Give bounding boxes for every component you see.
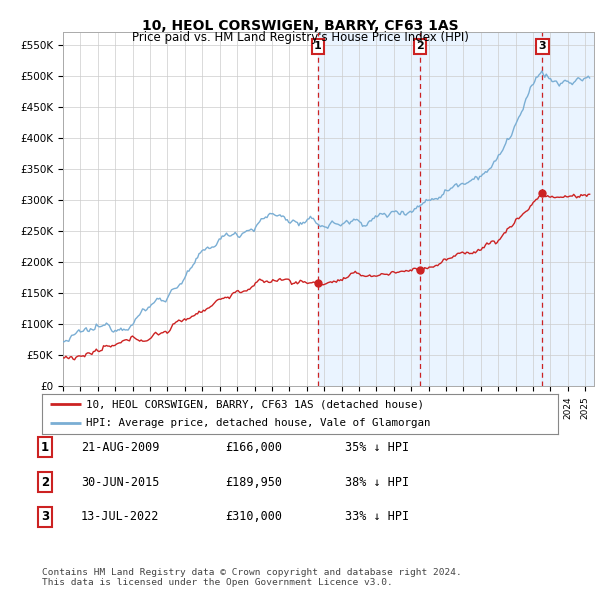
Text: £189,950: £189,950 [225, 476, 282, 489]
Text: 30-JUN-2015: 30-JUN-2015 [81, 476, 160, 489]
Bar [542, 32, 594, 386]
Text: 10, HEOL CORSWIGEN, BARRY, CF63 1AS: 10, HEOL CORSWIGEN, BARRY, CF63 1AS [142, 19, 458, 33]
Bar [420, 32, 542, 386]
Text: 2: 2 [41, 476, 49, 489]
Text: £166,000: £166,000 [225, 441, 282, 454]
Text: 21-AUG-2009: 21-AUG-2009 [81, 441, 160, 454]
Text: 38% ↓ HPI: 38% ↓ HPI [345, 476, 409, 489]
Text: 35% ↓ HPI: 35% ↓ HPI [345, 441, 409, 454]
Text: 13-JUL-2022: 13-JUL-2022 [81, 510, 160, 523]
Text: 3: 3 [41, 510, 49, 523]
Text: £310,000: £310,000 [225, 510, 282, 523]
Bar [318, 32, 420, 386]
Text: Contains HM Land Registry data © Crown copyright and database right 2024.
This d: Contains HM Land Registry data © Crown c… [42, 568, 462, 587]
Text: Price paid vs. HM Land Registry's House Price Index (HPI): Price paid vs. HM Land Registry's House … [131, 31, 469, 44]
Text: 3: 3 [539, 41, 546, 51]
Text: 1: 1 [41, 441, 49, 454]
Text: 2: 2 [416, 41, 424, 51]
Text: 10, HEOL CORSWIGEN, BARRY, CF63 1AS (detached house): 10, HEOL CORSWIGEN, BARRY, CF63 1AS (det… [86, 399, 424, 409]
Text: HPI: Average price, detached house, Vale of Glamorgan: HPI: Average price, detached house, Vale… [86, 418, 430, 428]
Text: 1: 1 [314, 41, 322, 51]
Text: 33% ↓ HPI: 33% ↓ HPI [345, 510, 409, 523]
